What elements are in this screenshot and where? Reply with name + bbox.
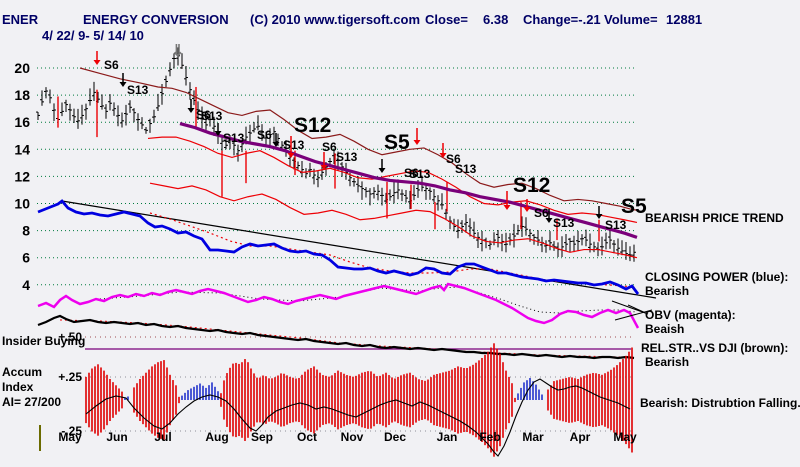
x-axis-month-label: May: [58, 430, 82, 444]
down-arrow-icon: [545, 218, 553, 223]
volume-label: Volume=: [604, 12, 658, 27]
y-axis-tick-label: 6: [22, 250, 30, 266]
y-axis-tick-label: 16: [14, 114, 30, 130]
left-panel-label: Accum: [2, 365, 42, 379]
signal-label-s13: S13: [455, 162, 477, 176]
y-axis-tick-label: 12: [14, 168, 30, 184]
right-panel-label: CLOSING POWER (blue):: [645, 270, 788, 284]
x-axis-month-label: Sep: [251, 430, 273, 444]
right-panel-label: BEARISH PRICE TREND: [645, 211, 784, 225]
signal-label-s13: S13: [283, 138, 305, 152]
right-panel-label: Bearish: [645, 284, 689, 298]
date-range: 4/ 22/ 9- 5/ 14/ 10: [42, 28, 144, 43]
down-arrow-icon: [214, 131, 222, 136]
ticker-symbol: ENER: [2, 12, 39, 27]
left-panel-label: Index: [2, 380, 34, 394]
sub-axis-label: +.25: [58, 370, 82, 384]
volume-value: 12881: [666, 12, 703, 27]
signal-label-s6: S6: [404, 166, 419, 180]
purple-moving-average: [179, 122, 638, 239]
relstr-line: [37, 314, 635, 360]
down-arrow-icon: [287, 153, 295, 158]
signal-label-s13: S13: [605, 218, 627, 232]
obv-ma-dotted: [99, 286, 637, 314]
upper-red-band: [147, 136, 638, 224]
x-axis-month-label: Aug: [205, 430, 228, 444]
x-axis-month-label: Oct: [297, 430, 317, 444]
down-arrow-icon: [320, 165, 328, 170]
y-axis-tick-label: 8: [22, 223, 30, 239]
down-arrow-icon: [187, 108, 195, 113]
upper-maroon-band: [79, 67, 638, 211]
copyright-text: (C) 2010 www.tigersoft.com: [250, 12, 420, 27]
right-panel-label: REL.STR..VS DJI (brown):: [641, 341, 788, 355]
left-panel-label: Insider Buying: [2, 334, 85, 348]
company-title: ENERGY CONVERSION: [83, 12, 229, 27]
signal-label-s13: S13: [553, 216, 575, 230]
signal-label-s13: S13: [127, 83, 149, 97]
signal-label-s5: S5: [621, 195, 647, 218]
signal-label-s6: S6: [257, 128, 272, 142]
signal-label-s6: S6: [104, 58, 119, 72]
right-panel-label: OBV (magenta):: [645, 308, 736, 322]
y-axis-tick-label: 20: [14, 60, 30, 76]
close-label: Close=: [425, 12, 468, 27]
down-arrow-icon: [595, 214, 603, 219]
right-panel-label: Bearish: Distrubtion Falling.: [640, 396, 800, 410]
x-axis-month-label: Dec: [384, 430, 406, 444]
x-axis-month-label: Jun: [106, 430, 127, 444]
gray-double-arrow-icon: ⇓: [171, 43, 184, 60]
down-arrow-icon: [272, 142, 280, 147]
signal-label-s13: S13: [201, 109, 223, 123]
x-axis-month-label: Jan: [437, 430, 458, 444]
signal-label-s12: S12: [513, 174, 550, 197]
signal-label-s6: S6: [446, 152, 461, 166]
x-axis-month-label: Jul: [154, 430, 171, 444]
closing-power-line: [37, 199, 640, 295]
y-axis-tick-label: 10: [14, 196, 30, 212]
x-axis-month-label: Nov: [341, 430, 364, 444]
y-axis-tick-label: 4: [22, 277, 30, 293]
ai-moving-average-line: [85, 378, 631, 457]
x-axis-month-label: Feb: [479, 430, 500, 444]
down-arrow-icon: [413, 140, 421, 145]
lower-red-band: [149, 182, 638, 259]
x-axis-month-label: Mar: [522, 430, 544, 444]
close-value: 6.38: [483, 12, 509, 27]
down-arrow-icon: [93, 60, 101, 65]
sub-axis-label: +.50: [58, 330, 82, 344]
y-axis-tick-label: 14: [14, 141, 30, 157]
right-panel-label: Beaish: [645, 322, 684, 336]
signal-label-s5: S5: [384, 131, 410, 154]
down-arrow-icon: [119, 82, 127, 87]
x-axis-month-label: May: [613, 430, 637, 444]
signal-label-s6: S6: [196, 108, 211, 122]
down-arrow-icon: [523, 207, 531, 212]
hand-drawn-doodle: [614, 309, 653, 321]
down-arrow-icon: [439, 153, 447, 158]
sub-axis-label: -.25: [61, 424, 82, 438]
left-panel-label: AI= 27/200: [2, 395, 61, 409]
signal-label-s13: S13: [223, 131, 245, 145]
signal-label-s6: S6: [322, 140, 337, 154]
obv-line: [37, 282, 640, 329]
hand-drawn-doodle: [611, 300, 649, 315]
right-panel-label: Bearish: [645, 355, 689, 369]
down-arrow-icon: [503, 205, 511, 210]
y-axis-tick-label: 18: [14, 87, 30, 103]
down-arrow-icon: [378, 168, 386, 173]
signal-label-s12: S12: [294, 114, 331, 137]
signal-label-s6: S6: [534, 206, 549, 220]
change-value: Change=-.21: [523, 12, 601, 27]
signal-label-s13: S13: [409, 167, 431, 181]
x-axis-month-label: Apr: [570, 430, 591, 444]
signal-label-s13: S13: [336, 150, 358, 164]
